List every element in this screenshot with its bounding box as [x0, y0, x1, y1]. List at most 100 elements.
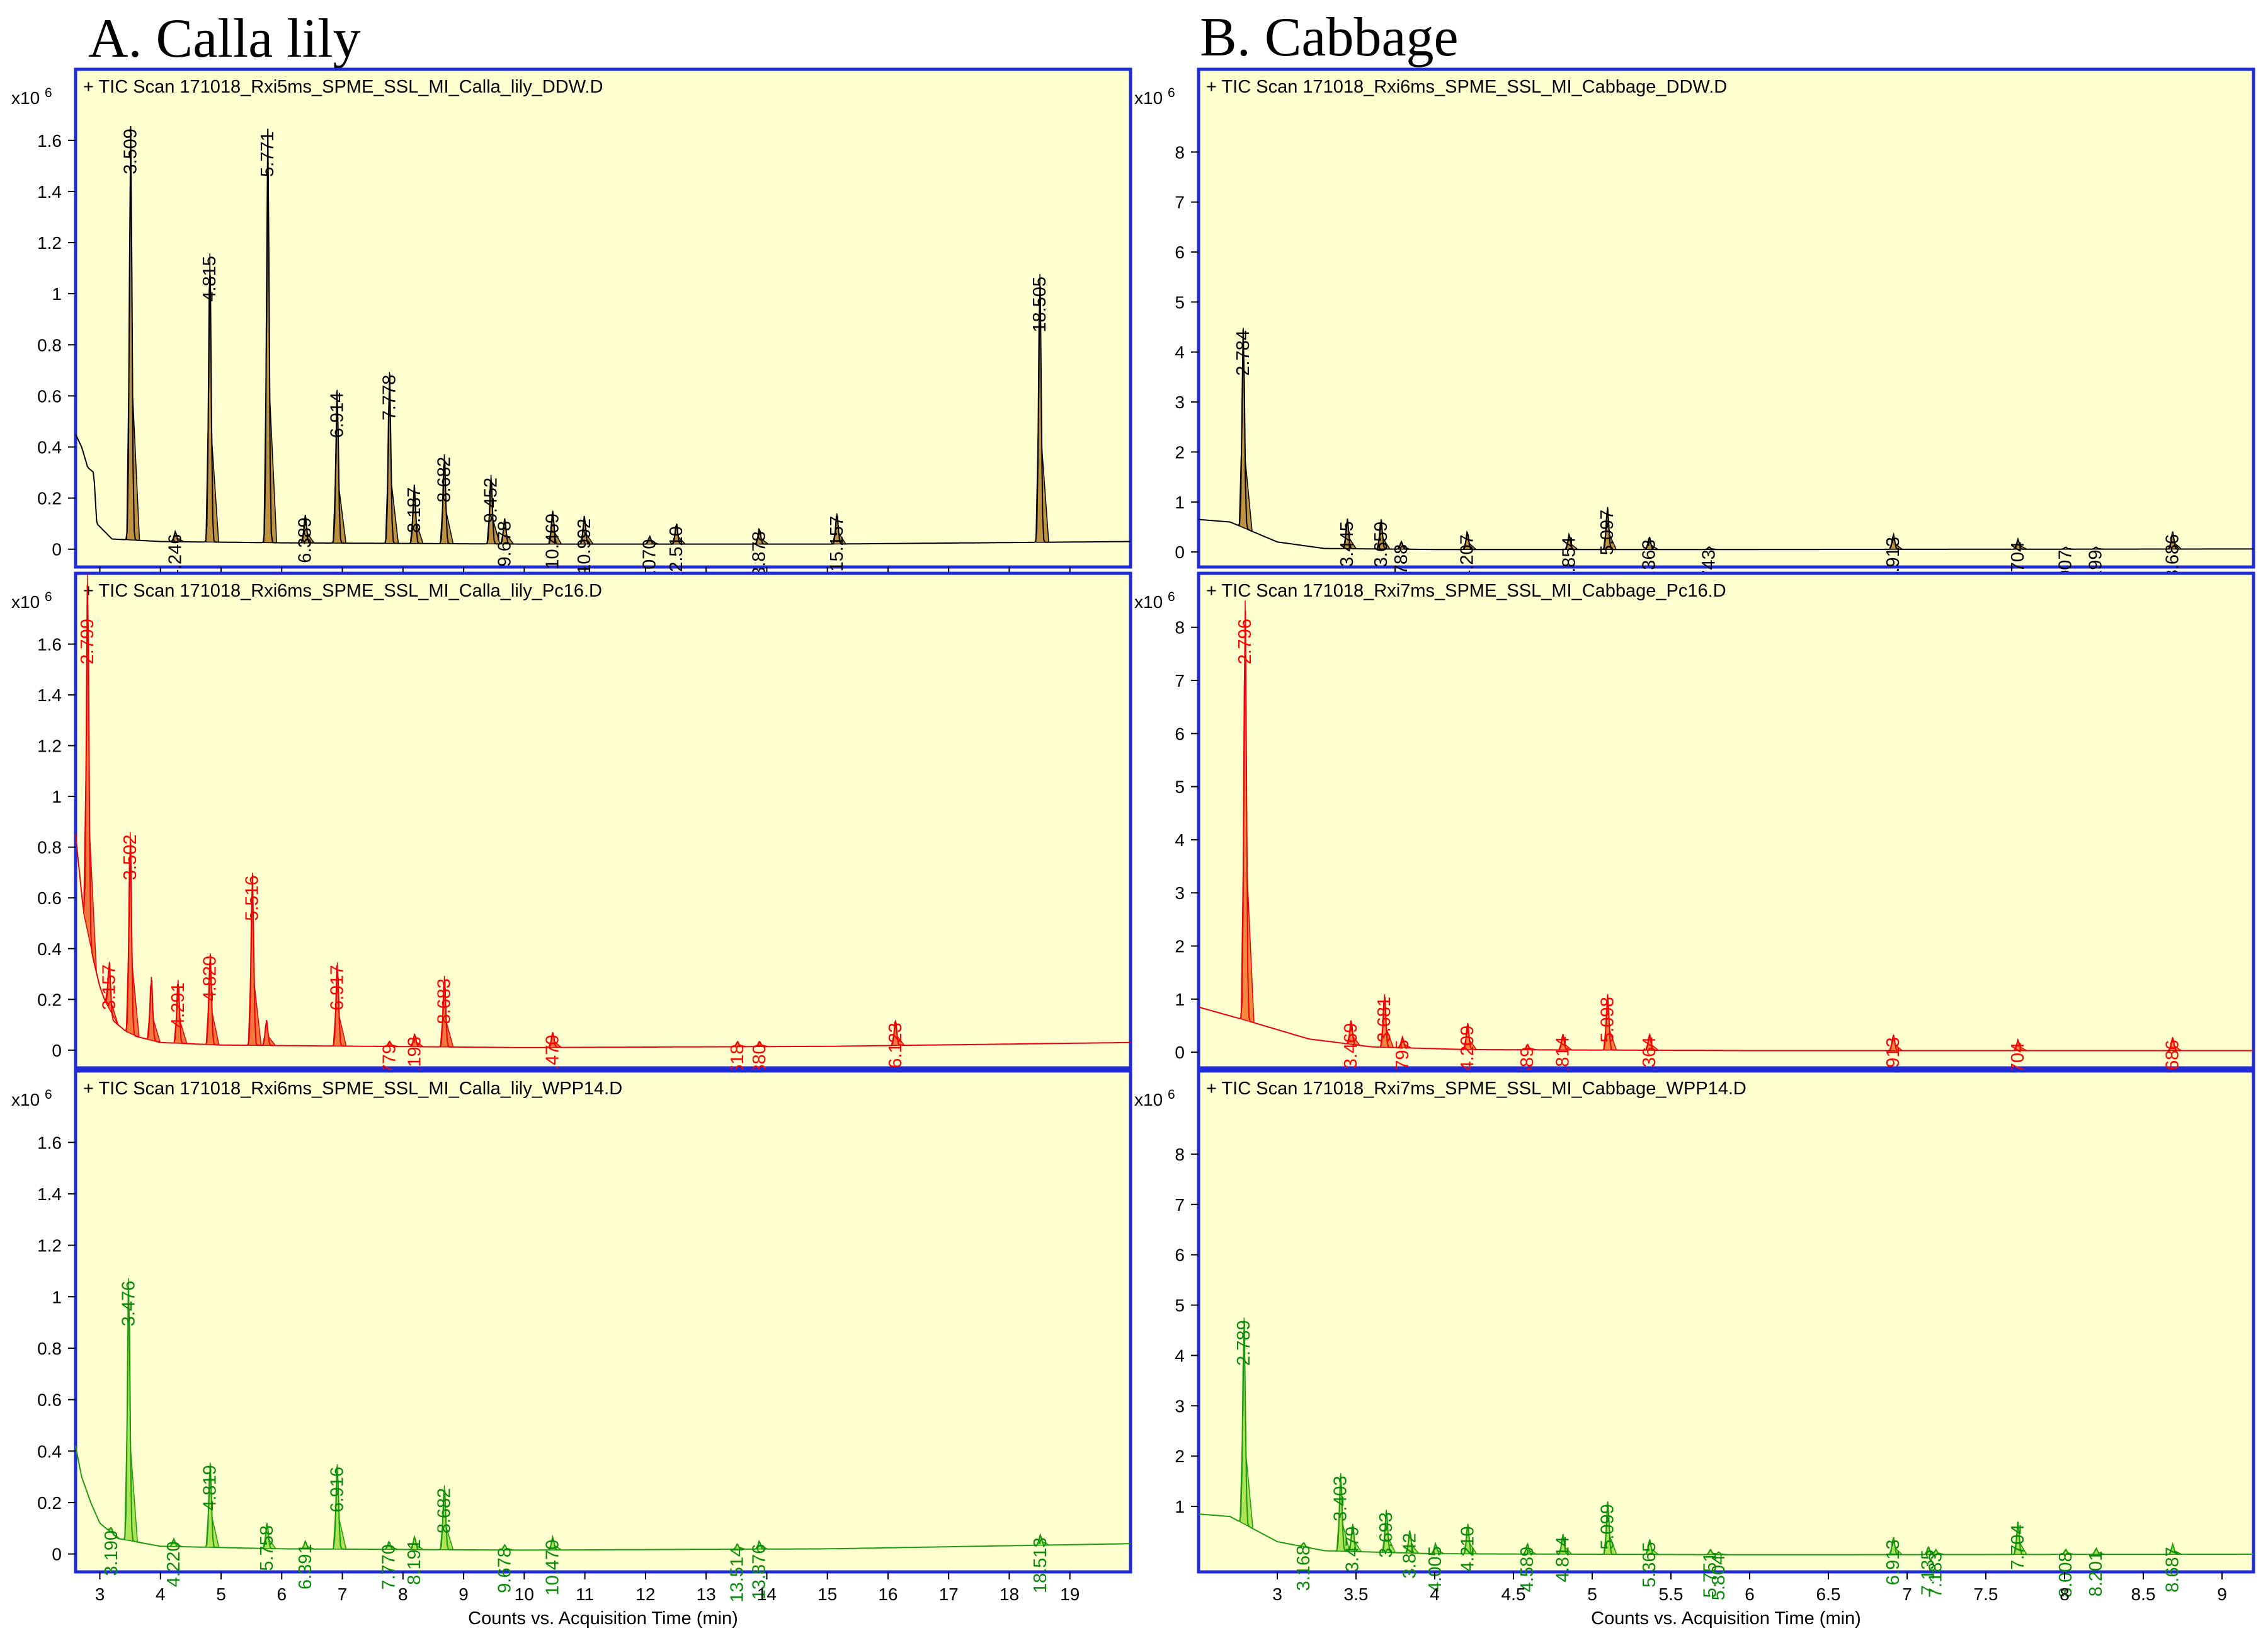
peak-label: 4.209	[1457, 1026, 1478, 1072]
y-tick-label: 7	[1175, 193, 1185, 212]
plot-area	[74, 571, 1132, 1070]
y-tick-label: 4	[1175, 830, 1185, 850]
peak-label: 7.778	[379, 375, 399, 421]
y-tick-label: 0	[52, 540, 62, 559]
x-tick-label: 6	[1745, 1584, 1755, 1604]
peak-label: 3.659	[1371, 522, 1391, 568]
y-tick-label: 0.8	[37, 335, 62, 355]
peak-label: 5.098	[1598, 997, 1618, 1043]
y-tick-label: 3	[1175, 883, 1185, 903]
peak-label: 10.470	[543, 1540, 563, 1596]
peak-label: 8.187	[404, 487, 425, 533]
peak-label: 10.992	[574, 518, 595, 575]
peak-label: 3.476	[118, 1281, 139, 1327]
peak-label: 8.191	[404, 1539, 425, 1585]
y-tick-label: 0	[52, 1545, 62, 1564]
y-tick-label: 0.6	[37, 1390, 62, 1410]
peak-label: 7.183	[1926, 1552, 1946, 1598]
y-tick-label: 1.2	[37, 736, 62, 756]
peak-label: 3.479	[1343, 1527, 1363, 1573]
peak-label: 4.820	[200, 956, 220, 1002]
peak-label: 2.784	[1233, 330, 1253, 376]
peak-label: 6.391	[295, 1544, 316, 1590]
trace-title: + TIC Scan 171018_Rxi6ms_SPME_SSL_MI_Cab…	[1206, 77, 1727, 97]
plot-area	[74, 67, 1132, 569]
peak-label: 4.210	[1458, 1526, 1478, 1572]
chart-panels: + TIC Scan 171018_Rxi5ms_SPME_SSL_MI_Cal…	[11, 67, 2255, 1629]
y-tick-label: 1	[52, 284, 62, 304]
peak-label: 4.815	[200, 256, 220, 302]
x-tick-label: 3.5	[1344, 1584, 1369, 1604]
peak-label: 5.771	[258, 131, 278, 177]
y-tick-label: 2	[1175, 1447, 1185, 1466]
peak-label: 6.389	[295, 517, 316, 563]
peak-label: 6.916	[327, 1467, 347, 1513]
y-tick-label: 0	[52, 1041, 62, 1060]
y-tick-label: 0	[1175, 1043, 1185, 1062]
x-tick-label: 3	[1272, 1584, 1282, 1604]
y-unit-label: x10 6	[1134, 1087, 1175, 1109]
peak-label: 4.814	[1553, 1537, 1573, 1583]
peak-label: 5.099	[1598, 1504, 1618, 1550]
chart-panel-a-middle: + TIC Scan 171018_Rxi6ms_SPME_SSL_MI_Cal…	[11, 571, 1132, 1100]
peak-label: 6.913	[1883, 1540, 1903, 1586]
y-tick-label: 1.4	[37, 1184, 62, 1204]
plot-area	[74, 1069, 1132, 1574]
peak-label: 3.693	[1376, 1512, 1396, 1558]
x-tick-label: 4	[156, 1584, 166, 1604]
y-tick-label: 1.2	[37, 233, 62, 253]
y-unit-label: x10 6	[1134, 86, 1175, 108]
peak-label: 3.842	[1400, 1533, 1420, 1579]
y-tick-label: 0.8	[37, 838, 62, 857]
trace-title: + TIC Scan 171018_Rxi7ms_SPME_SSL_MI_Cab…	[1206, 581, 1726, 601]
peak-label: 9.678	[494, 1547, 515, 1593]
x-tick-label: 11	[576, 1584, 594, 1604]
peak-label: 3.681	[1374, 997, 1394, 1043]
chart-panel-b-bottom: + TIC Scan 171018_Rxi7ms_SPME_SSL_MI_Cab…	[1134, 1069, 2255, 1629]
peak-label: 8.008	[2056, 1552, 2076, 1598]
y-tick-label: 0.6	[37, 386, 62, 406]
x-tick-label: 12	[635, 1584, 655, 1604]
panel-title-a: A. Calla lily	[88, 8, 361, 69]
y-tick-label: 0.4	[37, 1441, 62, 1461]
peak-label: 3.403	[1331, 1475, 1351, 1521]
tic-trace	[1198, 329, 2254, 551]
peak-label: 6.914	[327, 392, 347, 438]
x-tick-label: 10	[515, 1584, 534, 1604]
y-tick-label: 0.6	[37, 888, 62, 908]
y-tick-label: 1	[52, 787, 62, 806]
peak-label: 18.513	[1030, 1537, 1051, 1593]
peak-label: 15.157	[827, 516, 847, 572]
y-tick-label: 3	[1175, 1396, 1185, 1416]
y-tick-label: 8	[1175, 142, 1185, 162]
trace-title: + TIC Scan 171018_Rxi7ms_SPME_SSL_MI_Cab…	[1206, 1079, 1747, 1099]
peak-label: 6.917	[328, 965, 348, 1011]
y-tick-label: 0.2	[37, 1493, 62, 1513]
peak-label: 2.796	[1235, 619, 1255, 665]
y-tick-label: 6	[1175, 243, 1185, 262]
peak-label: 3.509	[121, 129, 141, 175]
plot-area	[1197, 571, 2255, 1070]
peak-label: 16.123	[886, 1023, 906, 1079]
tic-trace	[75, 1288, 1131, 1551]
x-tick-label: 18	[1000, 1584, 1019, 1604]
x-tick-label: 5	[1587, 1584, 1597, 1604]
y-tick-label: 4	[1175, 1346, 1185, 1365]
x-tick-label: 17	[939, 1584, 959, 1604]
y-tick-label: 1	[52, 1287, 62, 1307]
y-tick-label: 7	[1175, 671, 1185, 690]
y-tick-label: 5	[1175, 292, 1185, 312]
x-tick-label: 6	[277, 1584, 287, 1604]
peak-label: 5.365	[1639, 1542, 1660, 1588]
peak-label: 9.452	[481, 478, 501, 524]
peak-label: 5.804	[1709, 1555, 1729, 1601]
x-tick-label: 7	[338, 1584, 348, 1604]
peak-label: 5.097	[1597, 510, 1617, 556]
x-tick-label: 4	[1430, 1584, 1440, 1604]
y-tick-label: 1.6	[37, 634, 62, 654]
x-tick-label: 7	[1902, 1584, 1912, 1604]
peak-label: 13.514	[727, 1547, 748, 1603]
trace-title: + TIC Scan 171018_Rxi6ms_SPME_SSL_MI_Cal…	[83, 1079, 622, 1099]
tic-trace	[1198, 1321, 2254, 1555]
peak-label: 13.876	[749, 1544, 769, 1600]
